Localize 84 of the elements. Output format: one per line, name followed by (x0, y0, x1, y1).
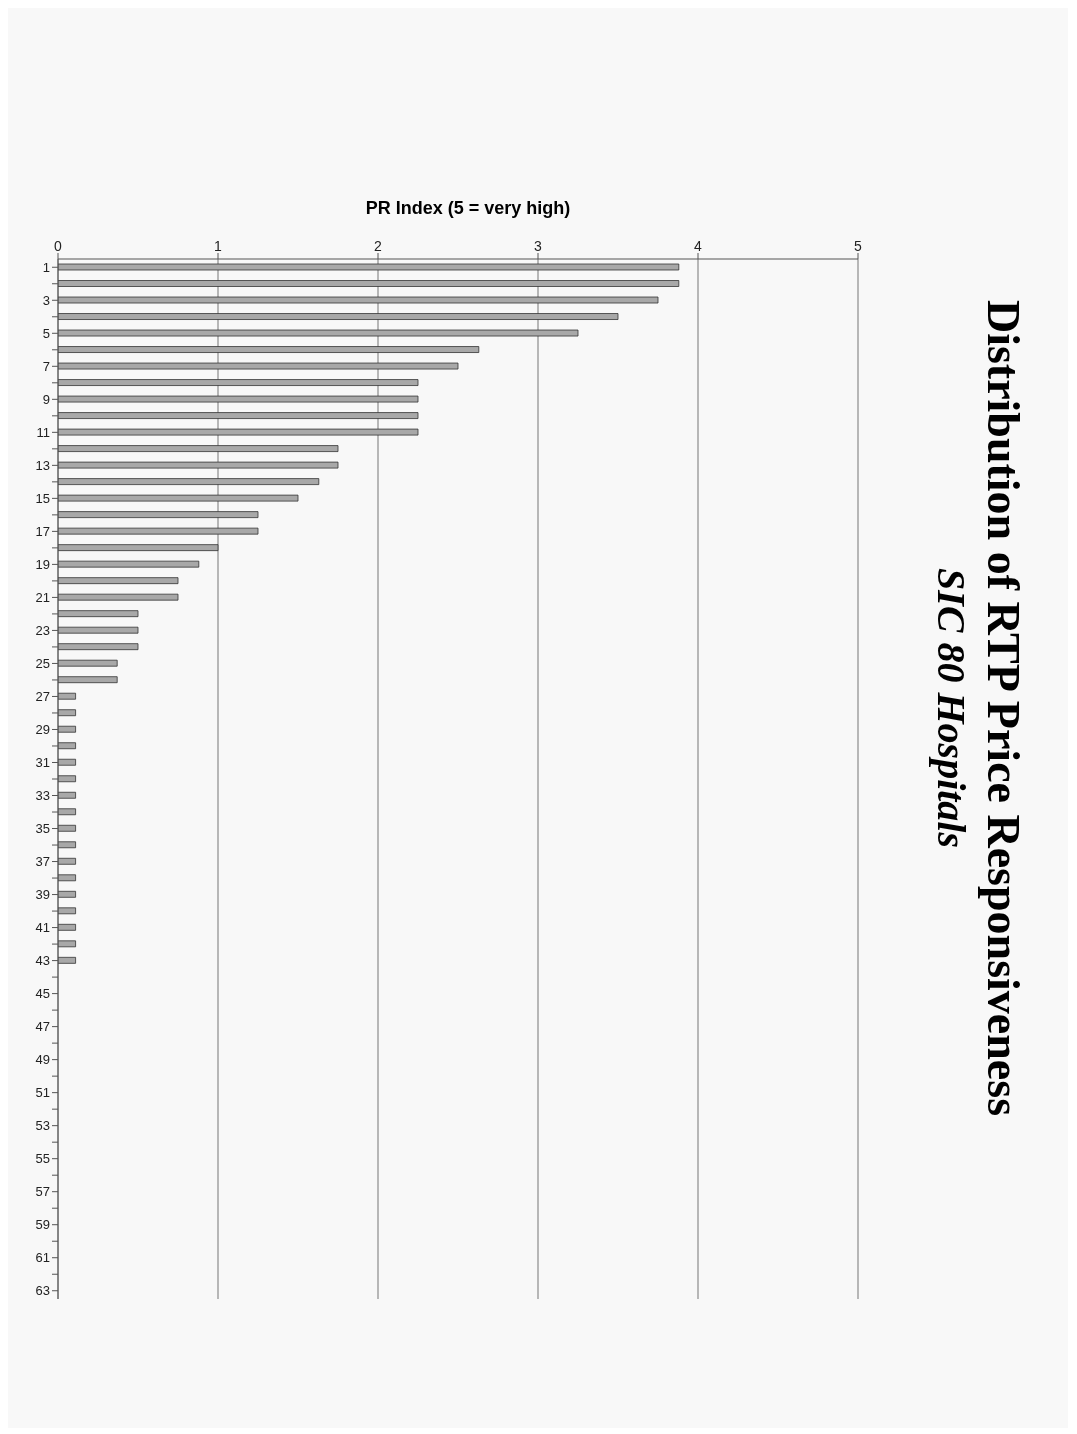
text: Distribution of RTP Price Responsiveness (978, 299, 1029, 1117)
bar (58, 940, 76, 948)
y-tick-label: 53 (35, 1118, 50, 1134)
bar (58, 890, 76, 898)
y-tick-label: 25 (35, 656, 50, 672)
bar (58, 478, 320, 485)
bar (58, 824, 76, 832)
bar (58, 313, 619, 320)
y-tick-label: 11 (36, 424, 50, 440)
bar (58, 428, 419, 436)
x-tick-label: 0 (54, 238, 63, 254)
y-tick-label: 21 (35, 590, 50, 606)
bar (58, 280, 680, 287)
bar (58, 511, 259, 519)
y-tick-label: 17 (35, 524, 50, 539)
y-tick-label: 39 (35, 887, 50, 903)
bar (58, 758, 76, 766)
y-tick-label: 57 (35, 1184, 50, 1200)
bar (58, 643, 139, 651)
x-tick-label: 4 (694, 238, 703, 254)
bar (58, 461, 339, 469)
bar (58, 346, 480, 353)
y-tick-label: 5 (42, 325, 50, 341)
y-tick-label: 59 (35, 1217, 50, 1233)
y-tick-label: 3 (42, 292, 50, 308)
bar (58, 956, 76, 964)
bar (58, 725, 76, 733)
y-tick-label: 27 (35, 689, 50, 705)
bar (58, 296, 659, 304)
y-tick-label: 9 (42, 391, 50, 407)
x-tick-label: 3 (534, 238, 543, 254)
y-tick-label: 1 (42, 259, 50, 275)
x-tick-label: 2 (374, 238, 383, 254)
bar (58, 841, 76, 849)
bar (58, 610, 139, 618)
bar (58, 923, 76, 931)
bar (58, 395, 419, 403)
y-tick-label: 7 (42, 358, 50, 374)
y-tick-label: 15 (35, 490, 50, 506)
y-tick-label: 49 (35, 1052, 50, 1068)
bar (58, 379, 419, 386)
bar (58, 775, 76, 783)
bar (58, 742, 76, 750)
bar (58, 808, 76, 816)
y-tick-label: 45 (35, 986, 50, 1002)
bar (58, 263, 680, 271)
y-tick-label: 29 (35, 722, 50, 738)
y-tick-label: 63 (35, 1283, 50, 1299)
bar (58, 857, 76, 865)
bar (58, 544, 219, 552)
bar (58, 907, 76, 915)
bar (58, 593, 179, 601)
bar (58, 560, 200, 568)
bar (58, 445, 339, 452)
y-tick-label: 33 (35, 788, 50, 804)
bar (58, 527, 259, 535)
bar (58, 659, 118, 667)
y-tick-label: 61 (35, 1250, 50, 1266)
bar (58, 692, 76, 700)
y-tick-label: 47 (35, 1019, 50, 1035)
y-tick-label: 13 (35, 457, 50, 473)
y-tick-label: 41 (35, 920, 50, 936)
y-tick-label: 55 (35, 1151, 50, 1167)
bar (58, 362, 459, 370)
bar (58, 709, 76, 717)
bar (58, 577, 179, 585)
y-tick-label: 37 (35, 854, 50, 870)
bar (58, 874, 76, 882)
x-axis-title: PR Index (5 = very high) (364, 198, 572, 219)
bar (58, 329, 579, 337)
bar (58, 676, 118, 684)
y-tick-label: 23 (35, 623, 50, 639)
bar (58, 412, 419, 419)
y-tick-label: 35 (35, 821, 50, 837)
bar (58, 626, 139, 634)
y-tick-label: 19 (35, 557, 50, 573)
bar (58, 791, 76, 799)
y-tick-label: 43 (35, 953, 50, 969)
bar (58, 494, 299, 502)
text: SIC 80 Hospitals (929, 567, 974, 849)
y-tick-label: 51 (35, 1085, 50, 1101)
x-tick-label: 5 (854, 238, 863, 254)
y-tick-label: 31 (35, 755, 50, 771)
x-tick-label: 1 (214, 238, 223, 254)
